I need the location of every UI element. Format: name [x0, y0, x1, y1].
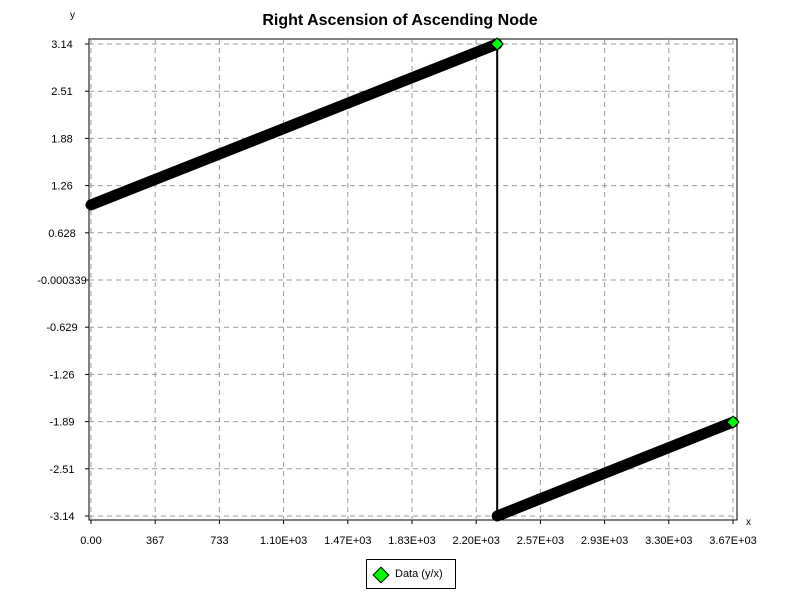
- y-tick-label: 0.628: [48, 228, 76, 240]
- x-tick-label: 2.93E+03: [581, 535, 628, 547]
- x-tick-label: 1.47E+03: [324, 535, 371, 547]
- data-segment-rising-1: [85, 38, 503, 211]
- x-tick-label: 367: [146, 535, 164, 547]
- data-segment-rising-2: [491, 416, 739, 522]
- y-tick-label: 1.26: [51, 181, 72, 193]
- y-tick-label: -0.000339: [37, 275, 87, 287]
- y-tick-label: 1.88: [51, 133, 72, 145]
- data-point-marker-end: [726, 415, 740, 429]
- x-axis-label: x: [746, 517, 751, 528]
- legend-label: Data (y/x): [395, 568, 443, 580]
- x-tick-label: 733: [210, 535, 228, 547]
- y-tick-label: 3.14: [51, 39, 72, 51]
- x-tick-label: 3.30E+03: [645, 535, 692, 547]
- y-tick-label: -1.89: [49, 417, 74, 429]
- x-tick-label: 2.20E+03: [452, 535, 499, 547]
- x-tick-label: 3.67E+03: [709, 535, 756, 547]
- x-tick-label: 1.83E+03: [388, 535, 435, 547]
- x-tick-label: 1.10E+03: [260, 535, 307, 547]
- y-tick-label: -1.26: [49, 369, 74, 381]
- y-tick-label: -3.14: [49, 511, 74, 523]
- y-tick-label: -2.51: [49, 464, 74, 476]
- y-tick-label: 2.51: [51, 86, 72, 98]
- x-tick-label: 0.00: [80, 535, 101, 547]
- x-tick-label: 2.57E+03: [517, 535, 564, 547]
- data-point-marker-peak: [490, 37, 504, 51]
- legend-diamond-icon: [372, 566, 390, 584]
- y-axis-label: y: [70, 10, 75, 21]
- legend: Data (y/x): [366, 559, 456, 589]
- chart-title: Right Ascension of Ascending Node: [262, 12, 538, 29]
- y-tick-label: -0.629: [46, 322, 77, 334]
